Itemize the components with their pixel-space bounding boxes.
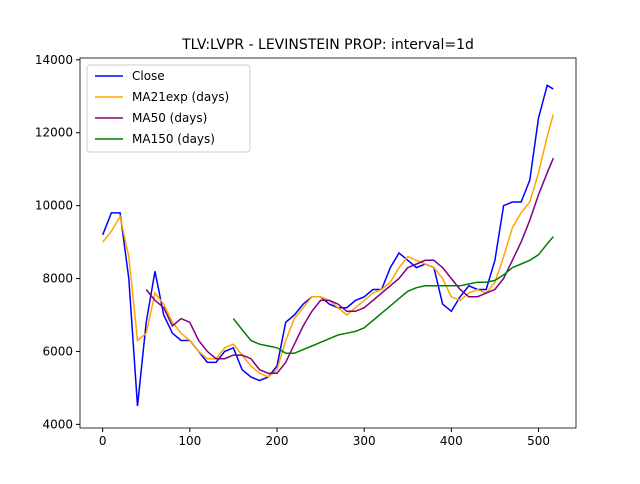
legend-label: MA21exp (days) (132, 90, 229, 104)
y-tick-label: 14000 (35, 53, 73, 67)
legend-label: MA50 (days) (132, 111, 207, 125)
x-tick-label: 400 (440, 434, 463, 448)
series-line (232, 236, 554, 355)
x-tick-label: 100 (178, 434, 201, 448)
y-tick-label: 8000 (42, 272, 73, 286)
x-tick-label: 200 (266, 434, 289, 448)
x-tick-label: 500 (527, 434, 550, 448)
series-line (145, 157, 554, 375)
series-line (102, 84, 554, 407)
x-tick-label: 300 (353, 434, 376, 448)
y-tick-label: 4000 (42, 417, 73, 431)
plot-frame (79, 57, 577, 429)
x-tick-label: 0 (99, 434, 107, 448)
y-tick-label: 12000 (35, 126, 73, 140)
y-tick-label: 6000 (42, 344, 73, 358)
y-tick-label: 10000 (35, 199, 73, 213)
legend-box (86, 64, 251, 153)
chart-title: TLV:LVPR - LEVINSTEIN PROP: interval=1d (181, 37, 474, 53)
legend-label: Close (132, 69, 165, 83)
legend-label: MA150 (days) (132, 132, 215, 146)
